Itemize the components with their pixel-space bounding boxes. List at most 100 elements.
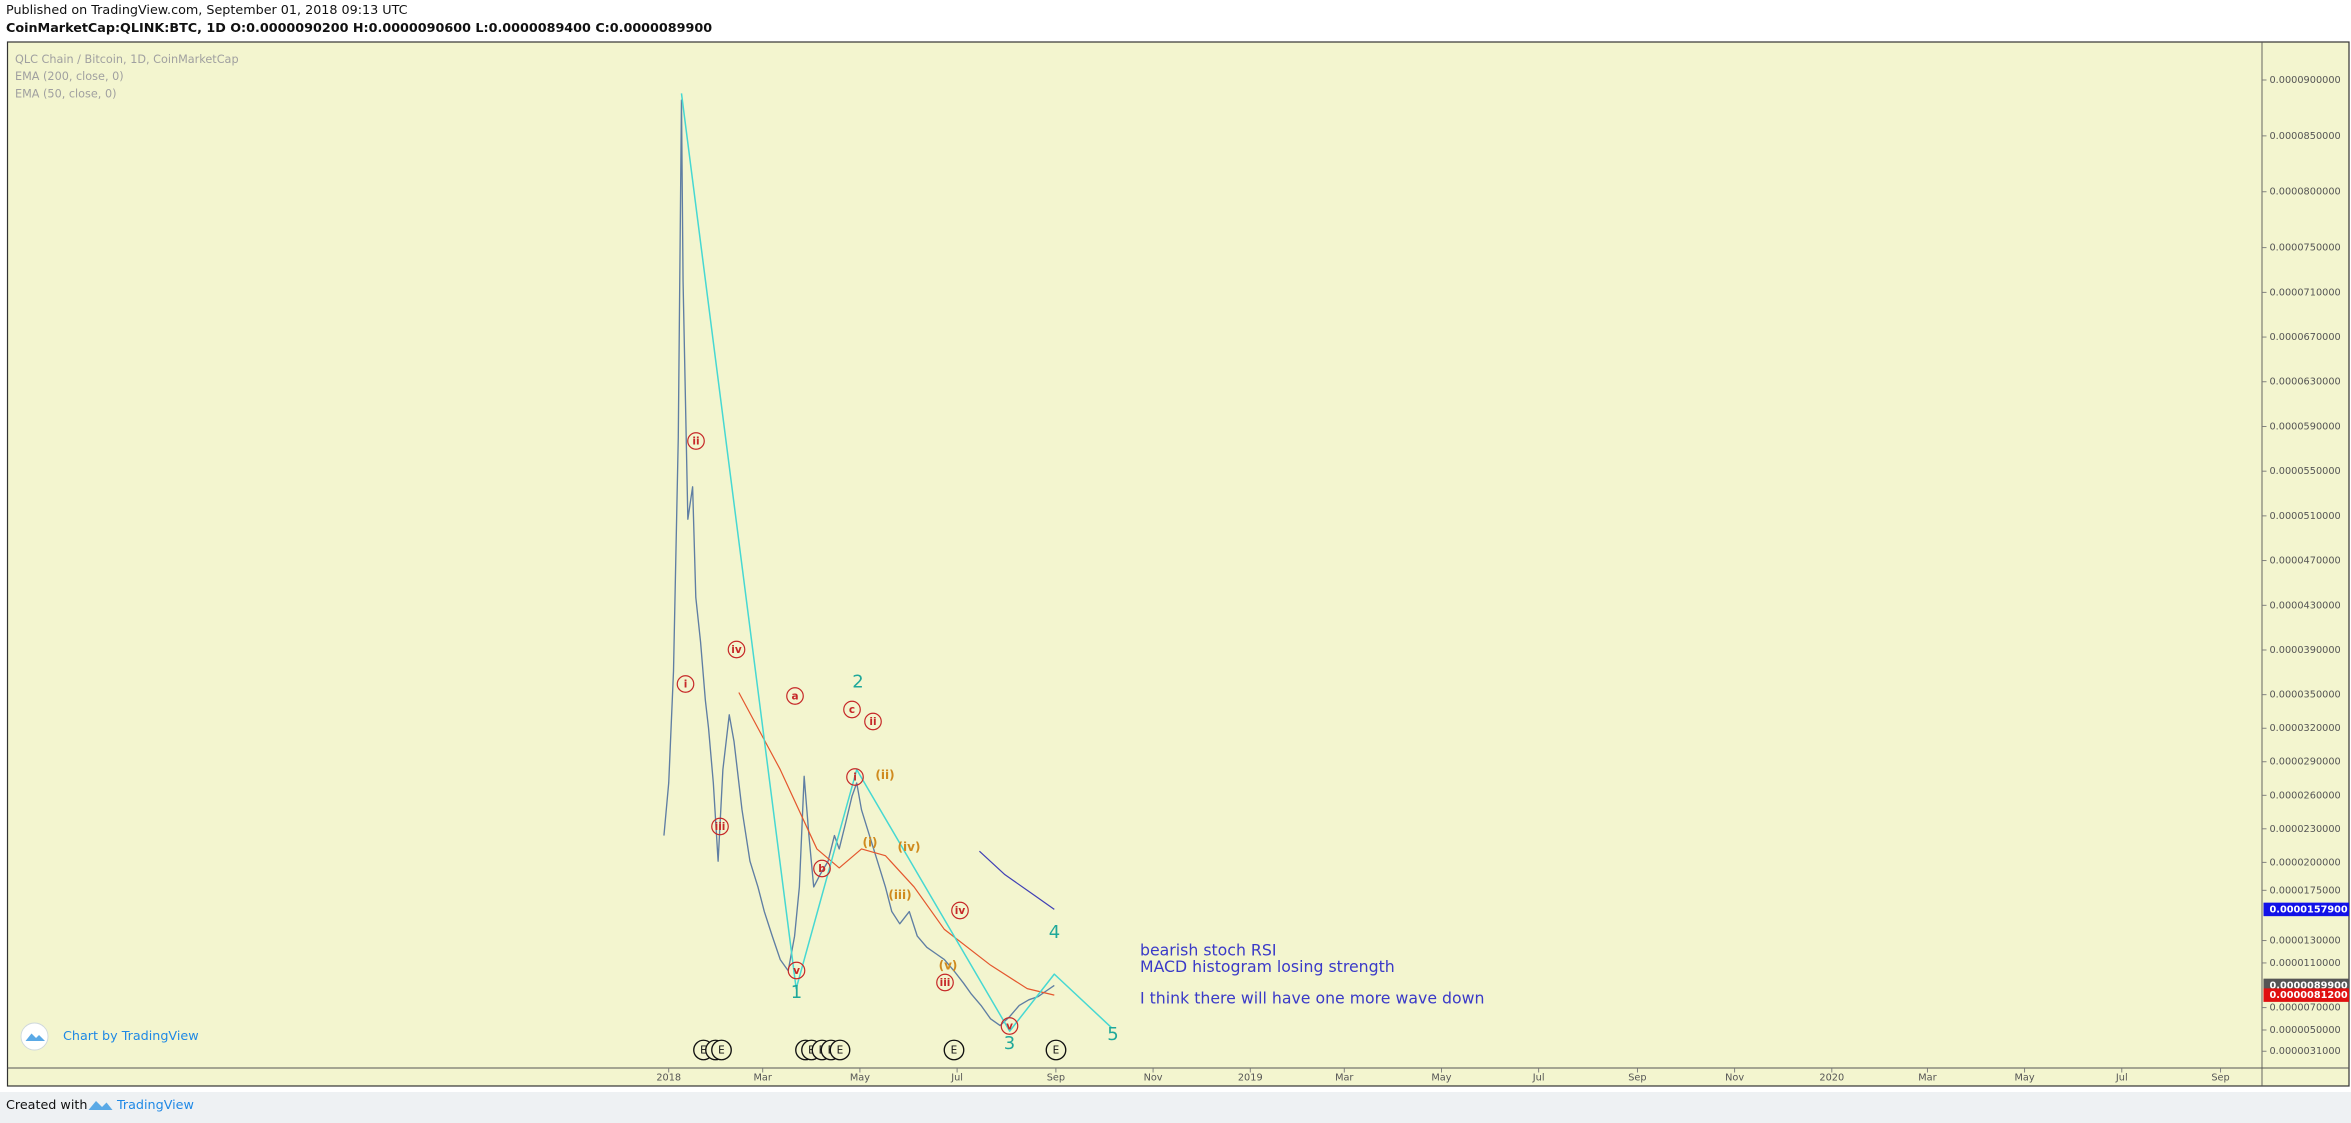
wave-label: iii [940,977,951,989]
price-label: 0.0000081200 [2269,990,2347,1001]
event-circle [943,1039,965,1061]
event-label: E [718,1045,725,1057]
wave-line [680,93,1113,1032]
event-label: E [700,1045,707,1057]
wave-label: 2 [852,671,863,692]
wave-label-circle [846,768,864,786]
legend-entry: QLC Chain / Bitcoin, 1D, CoinMarketCap [15,53,239,66]
x-tick-label: Mar [1335,1073,1353,1084]
footer-bar [0,1091,2351,1123]
y-tick-label: 0.0000031000 [2269,1046,2340,1057]
footer-created: Created with [6,1098,87,1113]
y-tick-label: 0.0000510000 [2269,511,2340,522]
y-tick-label: 0.0000590000 [2269,421,2340,432]
y-tick-label: 0.0000550000 [2269,466,2340,477]
y-tick-label: 0.0000900000 [2269,75,2340,86]
wave-label: 1 [791,982,802,1003]
price-line [663,99,1055,1027]
wave-label: (iii) [888,888,911,902]
branding-text[interactable]: Chart by TradingView [63,1029,199,1044]
y-tick-label: 0.0000230000 [2269,824,2340,835]
y-tick-label: 0.0000470000 [2269,556,2340,567]
y-tick-label: 0.0000110000 [2269,958,2340,969]
footer-logo [88,1100,113,1110]
x-tick-label: Jul [1532,1073,1545,1084]
x-tick-label: Jul [2115,1073,2128,1084]
x-tick-label: Jul [950,1073,963,1084]
x-tick-label: Nov [1144,1073,1163,1084]
wave-label: 4 [1049,922,1060,943]
event-label: E [951,1045,958,1057]
symbol-line: CoinMarketCap:QLINK:BTC, 1D O:0.00000902… [6,21,712,36]
wave-label-circle [843,700,861,719]
y-tick-label: 0.0000130000 [2269,936,2340,947]
chart-frame [6,41,2350,1087]
y-tick-label: 0.0000050000 [2269,1025,2340,1036]
y-tick-label: 0.0000290000 [2269,757,2340,768]
wave-label: i [853,772,857,784]
wave-label-circle [786,687,804,705]
event-circle [1045,1039,1067,1061]
event-label: E [837,1045,844,1057]
ema-line [979,850,1055,910]
note: MACD histogram losing strength [1140,957,1395,976]
x-tick-label: May [1431,1073,1451,1084]
wave-label-circle [1000,1017,1019,1035]
event-circle [829,1039,851,1061]
wave-label-circle [864,712,882,731]
y-tick-label: 0.0000390000 [2269,645,2340,656]
y-tick-label: 0.0000175000 [2269,885,2340,896]
wave-label: i [684,679,688,691]
y-tick-label: 0.0000710000 [2269,287,2340,298]
ema-line [738,692,1055,996]
wave-label: (iv) [898,840,921,854]
published-line: Published on TradingView.com, September … [6,3,408,18]
wave-label-circle [727,640,746,659]
event-label: E [1053,1045,1060,1057]
y-tick-label: 0.0000320000 [2269,723,2340,734]
y-tick-label: 0.0000850000 [2269,131,2340,142]
wave-label: a [791,691,798,703]
x-tick-label: May [2015,1073,2035,1084]
event-circle [711,1039,732,1061]
y-tick-label: 0.0000630000 [2269,377,2340,388]
x-tick-label: Mar [1918,1073,1936,1084]
x-tick-label: 2018 [656,1073,681,1084]
wave-label: c [849,704,855,716]
branding-logo-mark [25,1033,46,1041]
y-tick-label: 0.0000430000 [2269,600,2340,611]
note: bearish stoch RSI [1140,940,1277,959]
x-tick-label: Sep [1047,1073,1065,1084]
price-label-box [2263,988,2349,1002]
x-tick-label: May [850,1073,870,1084]
wave-label: ii [869,716,876,728]
wave-label-circle [787,961,806,980]
price-label-box [2263,902,2349,917]
price-label: 0.0000157900 [2269,904,2347,915]
y-tick-label: 0.0000750000 [2269,243,2340,254]
event-label: E [808,1045,815,1057]
wave-label: iv [731,644,742,656]
wave-label-circle [711,817,729,836]
y-tick-label: 0.0000350000 [2269,690,2340,701]
x-tick-label: Mar [754,1073,772,1084]
y-tick-label: 0.0000070000 [2269,1003,2340,1014]
wave-label: v [793,965,800,977]
y-tick-label: 0.0000200000 [2269,857,2340,868]
wave-label: iv [955,905,966,917]
wave-label: b [818,863,826,875]
x-tick-label: Sep [1628,1073,1646,1084]
wave-label: 3 [1004,1033,1015,1054]
wave-label: (i) [862,835,877,849]
x-tick-label: 2020 [1819,1073,1844,1084]
footer-brand[interactable]: TradingView [116,1098,194,1113]
note: I think there will have one more wave do… [1140,988,1484,1007]
wave-label: (ii) [875,768,894,782]
legend-entry: EMA (200, close, 0) [15,70,124,83]
branding-logo[interactable] [20,1022,49,1051]
wave-label-circle [687,432,705,450]
y-tick-label: 0.0000260000 [2269,790,2340,801]
y-tick-label: 0.0000670000 [2269,332,2340,343]
y-tick-label: 0.0000800000 [2269,187,2340,198]
wave-label: v [1006,1021,1013,1033]
